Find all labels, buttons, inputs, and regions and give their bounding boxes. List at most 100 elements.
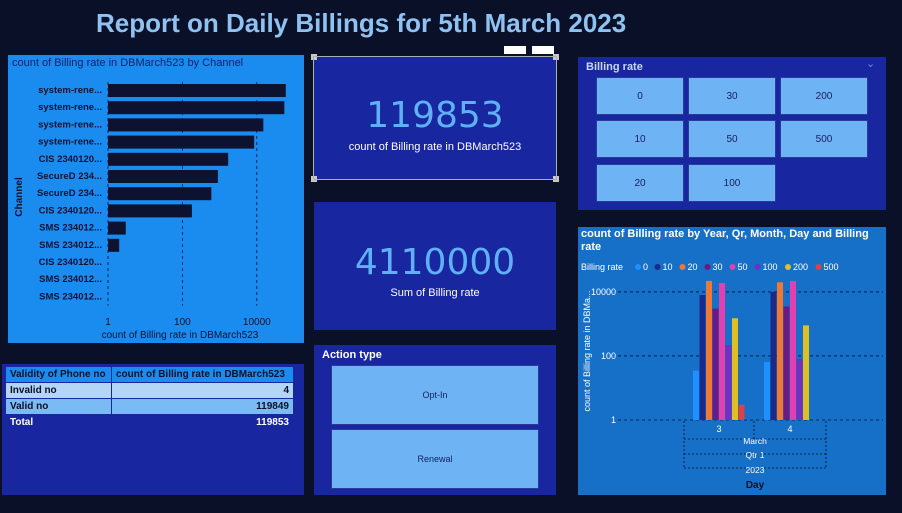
y-tick-label: SecureD 234... bbox=[37, 171, 102, 182]
resize-handle[interactable] bbox=[311, 176, 317, 182]
y-tick-label: CIS 2340120... bbox=[39, 257, 102, 268]
legend-label: 500 bbox=[824, 262, 839, 272]
column-bar bbox=[725, 344, 732, 420]
legend-title: Billing rate bbox=[581, 262, 623, 272]
sum-card[interactable]: 4110000 Sum of Billing rate bbox=[314, 202, 556, 330]
bar bbox=[108, 170, 218, 183]
bar bbox=[108, 204, 192, 218]
bar bbox=[108, 135, 255, 149]
hierarchy-quarter: Qtr 1 bbox=[746, 450, 765, 460]
billing-rate-column-chart-panel[interactable]: count of Billing rate by Year, Qr, Month… bbox=[578, 227, 886, 495]
column-chart-title-line2: rate bbox=[581, 241, 602, 253]
legend-marker bbox=[704, 264, 711, 270]
channel-bar-chart: 1 100 10000 system-rene... system-rene... sys… bbox=[14, 82, 286, 341]
bar bbox=[108, 84, 286, 97]
column-bar bbox=[712, 308, 719, 420]
focus-mode-icon[interactable] bbox=[504, 46, 526, 54]
table-cell: 119849 bbox=[111, 398, 294, 415]
column-bar bbox=[764, 361, 770, 420]
table-row: Invalid no 4 bbox=[5, 382, 294, 399]
legend-label: 0 bbox=[643, 262, 648, 272]
count-card-label: count of Billing rate in DBMarch523 bbox=[348, 141, 522, 153]
x-axis-title: Day bbox=[746, 480, 765, 491]
resize-handle[interactable] bbox=[553, 54, 559, 60]
slicer-option[interactable]: 50 bbox=[688, 120, 776, 158]
column-bar bbox=[803, 325, 809, 420]
slicer-option[interactable]: 200 bbox=[780, 77, 868, 115]
action-type-slicer[interactable]: Action type Opt-In Renewal bbox=[314, 345, 556, 495]
y-tick-label: 1 bbox=[611, 415, 616, 425]
slicer-option-opt-in[interactable]: Opt-In bbox=[331, 365, 539, 425]
table-cell: Total bbox=[5, 414, 112, 431]
legend-label: 10 bbox=[663, 262, 673, 272]
billing-rate-slicer-title: Billing rate bbox=[586, 61, 643, 73]
hierarchy-month: March bbox=[743, 436, 767, 446]
slicer-option[interactable]: 20 bbox=[596, 164, 684, 202]
x-tick-label: 1 bbox=[105, 317, 111, 328]
table-total-row: Total 119853 bbox=[5, 414, 294, 431]
legend-label: 30 bbox=[713, 262, 723, 272]
validity-table: Validity of Phone no count of Billing ra… bbox=[5, 366, 294, 431]
billing-rate-slicer[interactable]: Billing rate ⌄ 0 30 200 10 50 500 20 100 bbox=[578, 57, 886, 210]
action-type-slicer-title: Action type bbox=[322, 349, 382, 361]
legend-label: 100 bbox=[763, 262, 778, 272]
column-bar bbox=[699, 295, 706, 420]
column-bar bbox=[777, 282, 783, 420]
validity-table-panel[interactable]: Validity of Phone no count of Billing ra… bbox=[2, 364, 304, 495]
x-axis-title: count of Billing rate in DBMarch523 bbox=[102, 330, 259, 341]
y-axis-title: Channel bbox=[14, 177, 25, 217]
count-card[interactable]: 119853 count of Billing rate in DBMarch5… bbox=[311, 54, 559, 182]
channel-bar-chart-panel[interactable]: count of Billing rate in DBMarch523 by C… bbox=[8, 55, 304, 343]
legend-marker bbox=[654, 264, 661, 270]
y-tick-label: SecureD 234... bbox=[37, 188, 102, 199]
legend-marker bbox=[815, 264, 822, 270]
x-tick-label: 4 bbox=[787, 424, 792, 434]
hierarchy-year: 2023 bbox=[746, 465, 765, 475]
column-bar bbox=[770, 291, 777, 420]
slicer-option-renewal[interactable]: Renewal bbox=[331, 429, 539, 489]
table-cell: 4 bbox=[111, 382, 294, 399]
y-tick-label: SMS 234012... bbox=[39, 240, 102, 251]
column-bar bbox=[796, 359, 803, 420]
x-tick-label: 3 bbox=[716, 424, 721, 434]
slicer-option[interactable]: 0 bbox=[596, 77, 684, 115]
y-tick-label: system-rene... bbox=[38, 119, 102, 130]
legend-marker bbox=[754, 264, 761, 270]
bar bbox=[108, 221, 126, 235]
legend-label: 20 bbox=[688, 262, 698, 272]
slicer-option[interactable]: 100 bbox=[688, 164, 776, 202]
table-header[interactable]: Validity of Phone no bbox=[5, 366, 112, 383]
bar bbox=[108, 101, 285, 115]
y-tick-label: 100 bbox=[601, 351, 616, 361]
y-tick-label: system-rene... bbox=[38, 102, 102, 113]
chevron-down-icon[interactable]: ⌄ bbox=[866, 58, 876, 70]
slicer-option[interactable]: 30 bbox=[688, 77, 776, 115]
bar bbox=[108, 238, 120, 252]
y-axis-title: count of Billing rate in DBMa... bbox=[582, 290, 592, 411]
x-tick-label: 10000 bbox=[243, 317, 271, 328]
legend-label: 50 bbox=[738, 262, 748, 272]
y-tick-label: CIS 2340120... bbox=[39, 154, 102, 165]
bar bbox=[108, 187, 212, 201]
slicer-option[interactable]: 10 bbox=[596, 120, 684, 158]
legend-marker bbox=[679, 264, 686, 270]
column-bar bbox=[738, 404, 745, 420]
bar-chart-title: count of Billing rate in DBMarch523 by C… bbox=[12, 57, 244, 69]
resize-handle[interactable] bbox=[553, 176, 559, 182]
billing-rate-column-chart: Billing rate 0 10 20 30 50 100 200 500 1 100 10000c… bbox=[581, 262, 883, 491]
bar bbox=[108, 118, 264, 132]
table-header[interactable]: count of Billing rate in DBMarch523 bbox=[111, 366, 294, 383]
more-options-icon[interactable] bbox=[532, 46, 554, 54]
column-chart-title-line1: count of Billing rate by Year, Qr, Month… bbox=[581, 228, 869, 240]
y-tick-label: 10000 bbox=[591, 287, 616, 297]
table-cell: Invalid no bbox=[5, 382, 112, 399]
legend-marker bbox=[785, 264, 791, 270]
table-cell: Valid no bbox=[5, 398, 112, 415]
table-row: Valid no 119849 bbox=[5, 398, 294, 415]
sum-card-value: 4110000 bbox=[354, 242, 516, 283]
slicer-option[interactable]: 500 bbox=[780, 120, 868, 158]
resize-handle[interactable] bbox=[311, 54, 317, 60]
sum-card-label: Sum of Billing rate bbox=[390, 287, 480, 299]
y-tick-label: system-rene... bbox=[38, 137, 102, 148]
column-bar bbox=[719, 282, 725, 420]
